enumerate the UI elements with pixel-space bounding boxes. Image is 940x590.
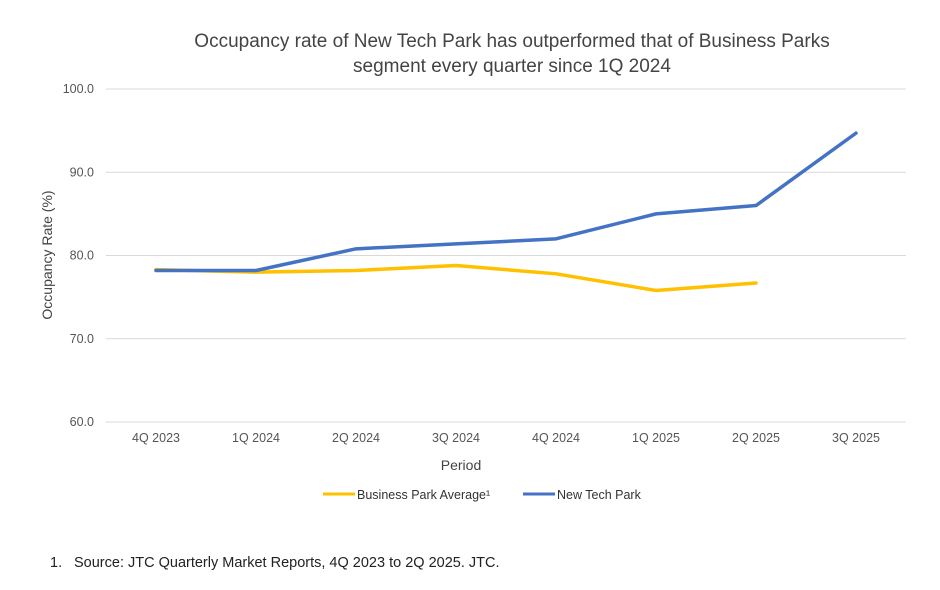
chart-title-line-2: segment every quarter since 1Q 2024 [353,56,671,77]
chart-title-line-1: Occupancy rate of New Tech Park has outp… [194,31,829,52]
x-tick-label: 3Q 2024 [432,431,480,445]
x-tick-label: 4Q 2024 [532,431,580,445]
x-axis-label: Period [441,457,481,473]
x-tick-label: 2Q 2024 [332,431,380,445]
y-tick-label: 60.0 [70,415,94,429]
footnote: 1. Source: JTC Quarterly Market Reports, … [50,555,500,571]
y-tick-label: 70.0 [70,332,94,346]
series-line-1 [154,131,858,273]
legend-label-business-park: Business Park Average¹ [357,488,490,502]
x-tick-label: 2Q 2025 [732,431,780,445]
y-tick-label: 90.0 [70,165,94,179]
legend-label-new-tech-park: New Tech Park [557,488,642,502]
y-axis-label: Occupancy Rate (%) [39,190,55,319]
x-tick-label: 4Q 2023 [132,431,180,445]
footnote-text: Source: JTC Quarterly Market Reports, 4Q… [74,555,500,571]
x-tick-label: 1Q 2024 [232,431,280,445]
legend: Business Park Average¹ New Tech Park [323,488,642,502]
x-tick-label: 3Q 2025 [832,431,880,445]
y-tick-label: 80.0 [70,249,94,263]
footnote-number: 1. [50,555,63,571]
line-chart: Occupancy rate of New Tech Park has outp… [39,31,906,502]
x-tick-label: 1Q 2025 [632,431,680,445]
y-tick-label: 100.0 [63,82,94,96]
